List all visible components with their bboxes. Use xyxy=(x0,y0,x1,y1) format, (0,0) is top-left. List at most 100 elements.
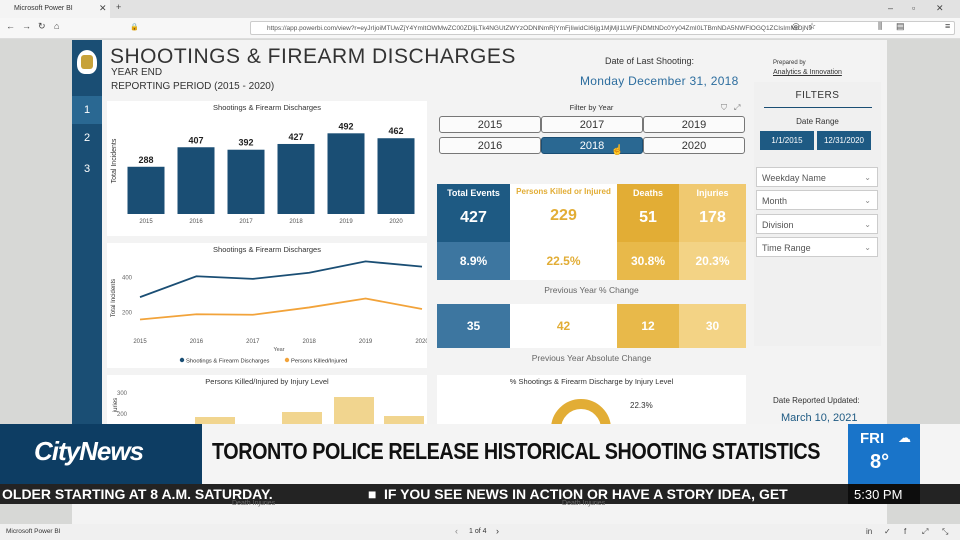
sidebar-icon[interactable]: ▤ xyxy=(896,21,905,31)
injury-bar xyxy=(282,412,322,425)
filters-panel: FILTERS Date Range 1/1/2015 12/31/2020 W… xyxy=(754,82,881,346)
report-subtitle-1: YEAR END xyxy=(111,67,163,78)
kpi-abs-injuries: 30 xyxy=(679,304,746,348)
page-nav-3[interactable]: 3 xyxy=(83,163,91,175)
weekday-dropdown[interactable]: Weekday Name ⌄ xyxy=(756,167,878,187)
kpi-value: 178 xyxy=(699,209,726,226)
new-tab-icon[interactable]: + xyxy=(116,2,122,12)
address-input[interactable]: https://app.powerbi.com/view?r=eyJrIjoiM… xyxy=(250,21,955,35)
prepared-org-link[interactable]: Analytics & Innovation xyxy=(773,69,842,76)
date-to-input[interactable]: 12/31/2020 xyxy=(817,131,871,150)
division-dropdown[interactable]: Division ⌄ xyxy=(756,214,878,234)
ticker-text-left: OLDER STARTING AT 8 A.M. SATURDAY. xyxy=(2,486,273,502)
clock-time: 5:30 PM xyxy=(854,487,903,502)
library-icon[interactable]: ⫼ xyxy=(878,21,883,31)
expand-icon[interactable]: ⤡ xyxy=(942,527,949,536)
time-range-dropdown[interactable]: Time Range ⌄ xyxy=(756,237,878,257)
bar-chart-title: Shootings & Firearm Discharges xyxy=(213,103,321,112)
month-dropdown[interactable]: Month ⌄ xyxy=(756,190,878,210)
bar-value-label: 407 xyxy=(188,135,203,145)
kpi-grid: Total Events 427 Persons Killed or Injur… xyxy=(437,184,746,364)
bar xyxy=(327,133,365,214)
focus-mode-icon[interactable]: ⤢ xyxy=(734,103,741,112)
dropdown-label: Weekday Name xyxy=(762,173,826,183)
report-title: SHOOTINGS & FIREARM DISCHARGES xyxy=(110,45,516,68)
news-brand-block: CityNews xyxy=(0,424,202,486)
chevron-down-icon: ⌄ xyxy=(864,220,871,229)
line-chart-xlabel: Year xyxy=(273,347,284,353)
line-series xyxy=(139,260,423,298)
kpi-abs-deaths: 12 xyxy=(617,304,679,348)
browser-tab[interactable]: Microsoft Power BI xyxy=(0,0,110,18)
linkedin-icon[interactable]: in xyxy=(866,527,873,536)
injury-bar xyxy=(334,397,374,425)
reload-icon[interactable]: ↻ xyxy=(38,21,46,31)
line-x-tick: 2016 xyxy=(190,339,204,345)
maximize-icon[interactable]: ▫ xyxy=(912,3,916,13)
bar xyxy=(377,138,415,214)
close-tab-icon[interactable]: ✕ xyxy=(99,3,107,13)
injury-level-ylabel: juries xyxy=(113,397,120,413)
updated-value: March 10, 2021 xyxy=(781,412,858,424)
year-button-2015[interactable]: 2015 xyxy=(439,116,541,133)
prev-page-icon[interactable]: ‹ xyxy=(455,526,458,536)
report-subtitle-2: REPORTING PERIOD (2015 - 2020) xyxy=(111,81,275,92)
news-headline: TORONTO POLICE RELEASE HISTORICAL SHOOTI… xyxy=(212,438,821,464)
year-button-2019[interactable]: 2019 xyxy=(643,116,745,133)
bar-x-tick: 2019 xyxy=(339,219,353,225)
bar-chart-ylabel: Total Incidents xyxy=(111,138,118,183)
shield-icon[interactable]: ◎ xyxy=(792,21,800,31)
window-close-icon[interactable]: ✕ xyxy=(936,3,944,13)
injury-pct-title: % Shootings & Firearm Discharge by Injur… xyxy=(509,377,674,386)
date-from-input[interactable]: 1/1/2015 xyxy=(760,131,814,150)
injury-bar xyxy=(384,416,424,425)
twitter-icon[interactable]: ✓ xyxy=(884,527,891,536)
year-button-2018[interactable]: 2018 xyxy=(541,137,643,154)
bar xyxy=(177,147,215,214)
forward-icon[interactable]: → xyxy=(22,21,31,31)
back-icon[interactable]: ← xyxy=(6,21,15,31)
year-button-2016[interactable]: 2016 xyxy=(439,137,541,154)
date-last-value: Monday December 31, 2018 xyxy=(580,74,739,88)
logo-crest-icon xyxy=(81,55,93,69)
line-chart: Total Incidents 200 400 2015 2016 2017 2018 201… xyxy=(111,260,427,365)
fullscreen-icon[interactable]: ⤢ xyxy=(922,527,929,536)
kpi-total-events: Total Events 427 xyxy=(437,184,510,242)
year-filter-card: Filter by Year ⛉ ⤢ 2015 2017 2019 2016 2… xyxy=(437,101,746,181)
weather-temp: 8° xyxy=(870,451,890,473)
kpi-pct-deaths: 30.8% xyxy=(617,242,679,280)
home-icon[interactable]: ⌂ xyxy=(54,21,60,31)
facebook-icon[interactable]: f xyxy=(904,527,907,536)
bookmark-icon[interactable]: ☆ xyxy=(808,21,817,31)
filter-icon[interactable]: ⛉ xyxy=(721,103,727,112)
kpi-value: 51 xyxy=(639,209,657,226)
kpi-value: 427 xyxy=(460,209,487,226)
year-filter-title: Filter by Year xyxy=(569,103,614,112)
kpi-pct-persons: 22.5% xyxy=(510,242,617,280)
chevron-down-icon: ⌄ xyxy=(864,173,871,182)
abs-change-label: Previous Year Absolute Change xyxy=(531,353,652,363)
minimize-icon[interactable]: – xyxy=(888,3,894,13)
line-x-tick: 2017 xyxy=(246,339,260,345)
menu-icon[interactable]: ≡ xyxy=(945,21,951,31)
updated-label: Date Reported Updated: xyxy=(773,396,860,405)
year-button-2020[interactable]: 2020 xyxy=(643,137,745,154)
legend-marker xyxy=(179,357,185,363)
donut-pct-label: 22.3% xyxy=(630,401,653,410)
kpi-pct-total-events: 8.9% xyxy=(437,242,510,280)
clock-block: 5:30 PM xyxy=(848,484,920,504)
date-range-label: Date Range xyxy=(796,117,839,126)
dropdown-label: Time Range xyxy=(762,243,811,253)
bar-chart: Total Incidents 288 2015 407 2016 392 2017 427 2… xyxy=(111,121,415,225)
ticker-text-right: IF YOU SEE NEWS IN ACTION OR HAVE A STOR… xyxy=(384,486,788,502)
page-nav-1[interactable]: 1 xyxy=(72,96,102,124)
kpi-pct-injuries: 20.3% xyxy=(679,242,746,280)
line-y-tick: 400 xyxy=(122,276,133,282)
next-page-icon[interactable]: › xyxy=(496,526,499,536)
page-nav-2[interactable]: 2 xyxy=(83,132,91,144)
bar-value-label: 288 xyxy=(138,155,153,165)
year-button-2017[interactable]: 2017 xyxy=(541,116,643,133)
citynews-logo: CityNews xyxy=(34,436,144,466)
line-x-tick: 2015 xyxy=(133,339,147,345)
filters-divider xyxy=(764,107,872,108)
